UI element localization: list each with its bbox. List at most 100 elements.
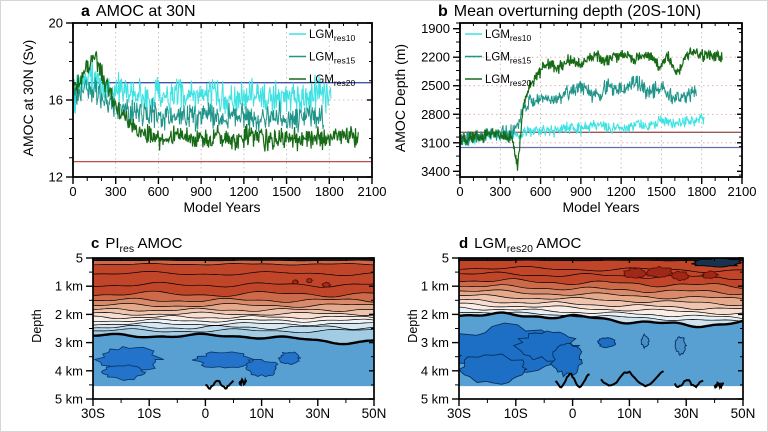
y-tick-label: 5	[442, 251, 449, 266]
contour-blob	[291, 279, 299, 285]
contour-blob	[550, 342, 583, 378]
y-tick-label: 5 km	[55, 392, 83, 407]
y-tick-label: 3 km	[55, 335, 83, 350]
y-tick-label: 1900	[421, 21, 450, 36]
series-line-res20	[460, 47, 723, 171]
contour-band	[93, 328, 374, 345]
contour-blob	[596, 337, 617, 349]
contour-blob	[191, 351, 257, 369]
contour-line	[92, 321, 374, 327]
contour-blob	[306, 278, 314, 284]
contour-band	[459, 307, 743, 322]
y-tick-label: 4 km	[421, 363, 449, 378]
x-tick-label: 1500	[647, 184, 676, 199]
contour-band	[93, 315, 374, 323]
contour-line	[93, 263, 375, 266]
contour-blob	[459, 353, 528, 385]
contour-band	[93, 303, 374, 312]
x-tick-label: 2100	[358, 184, 387, 199]
contour-band	[459, 260, 743, 289]
contour-squiggle	[554, 372, 590, 389]
x-tick-label: 50N	[731, 406, 756, 421]
x-tick-label: 10N	[617, 406, 642, 421]
panel-b-y-axis-title: AMOC Depth (m)	[392, 43, 408, 153]
contour-blob	[700, 270, 720, 279]
legend-label-res10: LGMres10	[309, 29, 355, 43]
contour-band	[459, 289, 743, 306]
contour-line	[458, 306, 744, 320]
series-line-res10	[73, 59, 332, 118]
x-tick-label: 1500	[272, 184, 301, 199]
y-tick-label: 5 km	[421, 392, 449, 407]
y-tick-label: 12	[49, 170, 63, 185]
legend-label-res10: LGMres10	[485, 29, 531, 43]
contour-band	[93, 322, 374, 330]
contour-line	[458, 298, 744, 310]
contour-line	[458, 284, 744, 296]
x-tick-label: 900	[190, 184, 212, 199]
panel-c-label: c	[91, 235, 100, 252]
panel-d-title-text: LGM	[474, 235, 507, 252]
x-tick-label: 1800	[315, 184, 344, 199]
series-line-res10	[460, 113, 705, 147]
legend-label-res20: LGMres20	[485, 74, 531, 88]
contour-blob	[640, 333, 650, 350]
x-tick-label: 0	[456, 184, 463, 199]
x-tick-label: 30N	[305, 406, 330, 421]
contour-band	[93, 325, 374, 333]
panel-a-title: a AMOC at 30N	[81, 3, 196, 23]
y-tick-label: 2800	[421, 107, 450, 122]
contour-line	[458, 294, 744, 306]
contour-squiggle	[713, 380, 725, 391]
x-tick-label: 10N	[249, 406, 274, 421]
x-tick-label: 30S	[447, 406, 471, 421]
x-tick-label: 1800	[687, 184, 716, 199]
y-tick-label: 16	[49, 93, 63, 108]
x-tick-label: 600	[148, 184, 170, 199]
panel-c-title: c PIres AMOC	[91, 235, 183, 255]
contour-band	[93, 291, 374, 303]
contour-features	[459, 258, 743, 391]
contour-line	[93, 332, 375, 346]
y-tick-label: 2 km	[421, 307, 449, 322]
y-tick-label: 3100	[421, 135, 450, 150]
legend-label-res15: LGMres15	[309, 52, 355, 66]
x-tick-label: 600	[530, 184, 552, 199]
contour-blob	[645, 265, 675, 279]
x-tick-label: 30S	[81, 406, 105, 421]
y-tick-label: 1 km	[421, 279, 449, 294]
contour-band	[93, 263, 374, 297]
panel-a-y-axis-title: AMOC at 30N (Sv)	[20, 39, 36, 157]
contour-features	[93, 278, 332, 390]
contour-line	[92, 271, 375, 276]
contour-line	[92, 315, 375, 320]
contour-line	[459, 271, 744, 280]
panel-b-label: b	[438, 3, 448, 20]
series-line-res20	[73, 51, 359, 152]
contour-blob	[277, 351, 302, 365]
series-line-res15	[460, 75, 697, 146]
x-tick-label: 10S	[504, 406, 528, 421]
panel-b-x-axis-title: Model Years	[562, 199, 640, 215]
y-tick-label: 2 km	[55, 307, 83, 322]
panel-b-title: b Mean overturning depth (20S-10N)	[438, 3, 701, 23]
contour-line	[458, 311, 744, 329]
panel-d-y-axis-title: Depth	[406, 309, 420, 343]
contour-line	[92, 297, 375, 303]
contour-band	[93, 298, 374, 308]
panel-c-title-text: PI	[105, 235, 120, 252]
y-tick-label: 5	[76, 251, 83, 266]
plot-border	[459, 22, 743, 178]
panel-a-title-text: AMOC at 30N	[95, 3, 196, 20]
x-tick-label: 2100	[728, 184, 757, 199]
x-tick-label: 300	[105, 184, 127, 199]
y-tick-label: 3400	[421, 164, 450, 179]
y-tick-label: 4 km	[55, 363, 83, 378]
panel-b-title-text: Mean overturning depth (20S-10N)	[453, 3, 702, 20]
contour-line	[459, 302, 744, 315]
x-tick-label: 50N	[362, 406, 387, 421]
contour-band	[93, 312, 374, 319]
x-tick-label: 0	[202, 406, 210, 421]
